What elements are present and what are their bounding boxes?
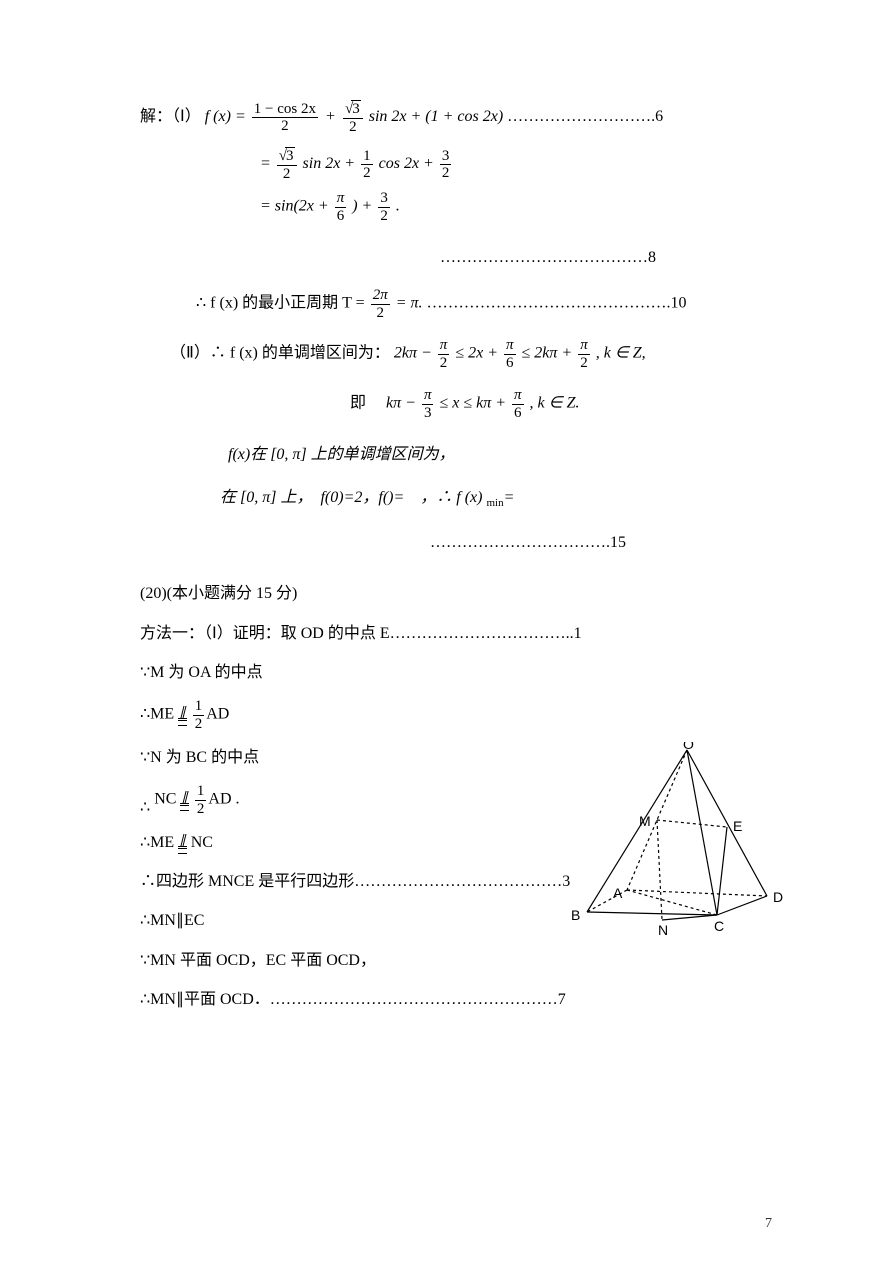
svg-text:D: D [773,889,783,905]
p19-interval: f(x)在 [0, π] 上的单调增区间为， [228,441,762,468]
p19-vals: 在 [0, π] 上， f(0)=2，f()= ，∴ f (x) min= [220,484,762,513]
p19-line1: 解：（Ⅰ） f (x) = 1 − cos 2x 2 + 3 2 sin 2x … [140,100,762,135]
svg-text:M: M [639,813,651,829]
p20-l8: ∵MN 平面 OCD，EC 平面 OCD， [140,947,762,974]
p19-monotone: （Ⅱ）∴ f (x) 的单调增区间为： 2kπ − π 2 ≤ 2x + π 6… [170,337,762,371]
p20-l2: ∴ME ∥ 1 2 AD [140,698,762,732]
p19-line3: = sin(2x + π 6 ) + 3 2 . [260,190,762,224]
p20-header: (20)(本小题满分 15 分) [140,580,762,607]
svg-text:B: B [571,907,580,923]
page-number: 7 [765,1216,772,1232]
parallel-equal-icon: ∥ [180,790,189,811]
pyramid-figure: OMEADCNB [562,742,787,932]
svg-text:A: A [613,885,623,901]
p19-dots8: …………………………………8 [440,244,762,271]
p19-opening: 解：（Ⅰ） [140,108,201,125]
p19-period: ∴ f (x) 的最小正周期 T = 2π 2 = π. ……………………………… [196,287,762,321]
p19-eq1-frac2: 3 2 [343,100,363,135]
p20-l9: ∴MN∥平面 OCD．………………………………………………7 [140,986,762,1013]
p19-ji: 即 kπ − π 3 ≤ x ≤ kπ + π 6 , k ∈ Z. [350,387,762,421]
p19-dots6: ……………………….6 [507,108,663,125]
svg-text:C: C [714,918,724,934]
p20-l1: ∵M 为 OA 的中点 [140,659,762,686]
p19-dots15: …………………………….15 [430,529,762,556]
p19-eq1-lhs: f (x) = [205,108,250,125]
parallel-equal-icon: ∥ [178,833,187,854]
p19-line2: = 3 2 sin 2x + 1 2 cos 2x + 3 2 [260,147,762,182]
parallel-equal-icon: ∥ [178,705,187,726]
p19-eq1-frac1: 1 − cos 2x 2 [252,101,318,135]
p20-m1: 方法一：（Ⅰ）证明：取 OD 的中点 E……………………………..1 [140,620,762,647]
svg-text:E: E [733,818,742,834]
svg-text:O: O [683,742,694,752]
svg-text:N: N [658,922,668,937]
